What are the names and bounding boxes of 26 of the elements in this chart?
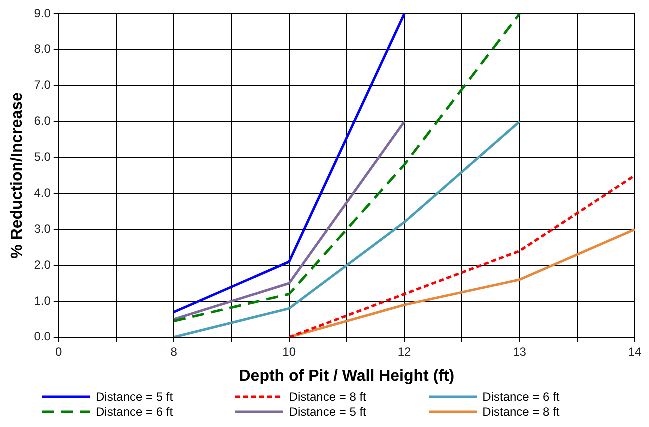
line-series	[288, 174, 636, 338]
x-tick-label: 14	[628, 344, 642, 359]
x-tick-label: 0	[56, 344, 63, 359]
y-tick-label: 4.0	[34, 186, 52, 200]
x-axis-title: Depth of Pit / Wall Height (ft)	[239, 368, 455, 385]
x-tick-label: 10	[282, 344, 296, 359]
y-tick-label: 0.0	[34, 330, 52, 344]
y-tick-label: 1.0	[34, 294, 52, 308]
legend-label: Distance = 5 ft	[289, 405, 366, 419]
legend-label: Distance = 5 ft	[96, 390, 174, 404]
y-tick-label: 2.0	[34, 258, 52, 272]
y-tick-label: 9.0	[34, 6, 52, 20]
line-series	[172, 14, 522, 322]
legend-label: Distance = 6 ft	[96, 405, 174, 419]
x-tick-label: 13	[513, 344, 527, 359]
y-tick-label: 8.0	[34, 42, 52, 56]
y-tick-label: 7.0	[34, 78, 52, 92]
x-tick-label: 8	[170, 344, 178, 359]
legend-label: Distance = 8 ft	[482, 405, 560, 419]
y-tick-label: 3.0	[34, 222, 52, 236]
y-tick-label: 5.0	[34, 150, 52, 164]
x-tick-label: 12	[398, 344, 412, 359]
legend-label: Distance = 8 ft	[289, 390, 366, 404]
y-axis-title: % Reduction/Increase	[9, 92, 26, 259]
legend-label: Distance = 6 ft	[482, 390, 560, 404]
y-tick-label: 6.0	[34, 114, 52, 128]
